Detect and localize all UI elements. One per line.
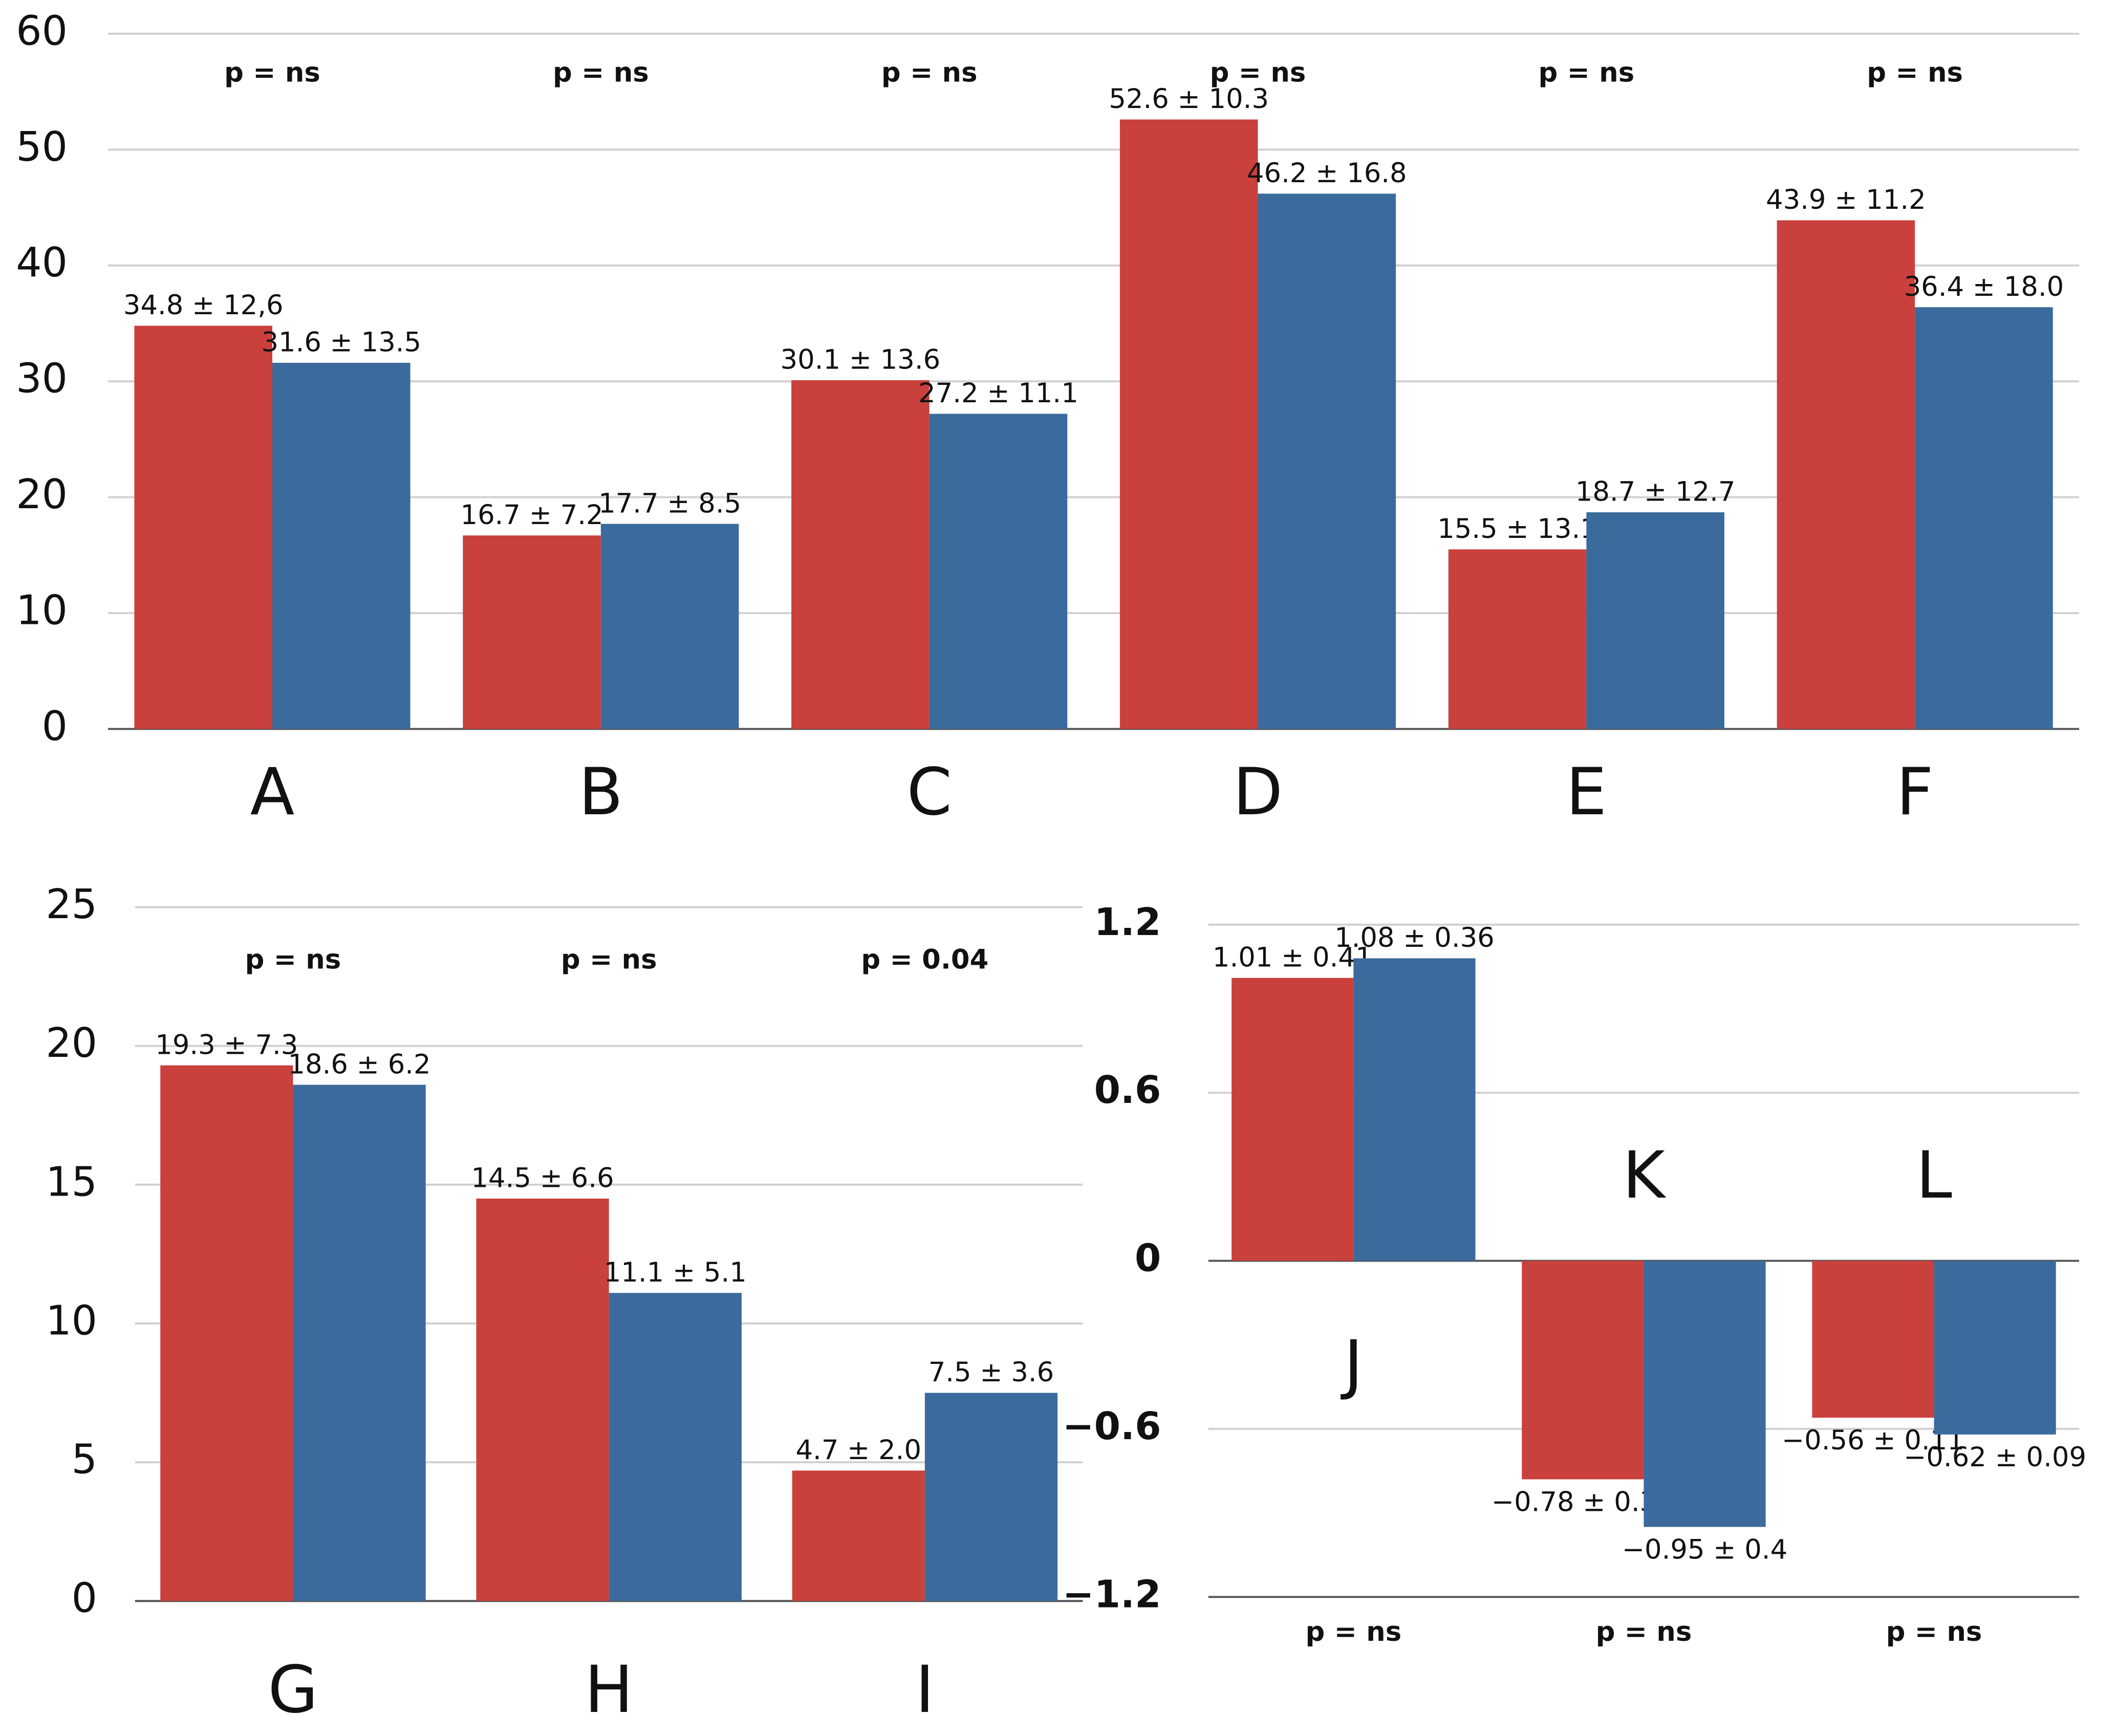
value-label: 46.2 ± 16.8: [1247, 158, 1407, 189]
value-label: 43.9 ± 11.2: [1766, 184, 1926, 215]
bar: [1353, 958, 1476, 1261]
category-label: K: [1623, 1137, 1667, 1213]
bar: [1448, 549, 1587, 729]
bar: [1258, 193, 1396, 729]
value-label: 52.6 ± 10.3: [1109, 83, 1269, 115]
p-value: p = ns: [561, 944, 657, 975]
p-value: p = ns: [1886, 1616, 1982, 1647]
value-label: 27.2 ± 11.1: [918, 378, 1078, 409]
y-tick-label: 30: [16, 355, 68, 402]
value-label: 34.8 ± 12,6: [123, 290, 284, 321]
category-label: H: [585, 1652, 633, 1727]
p-value: p = ns: [1210, 57, 1306, 89]
bar: [924, 1393, 1058, 1601]
y-tick-label: −0.6: [1063, 1404, 1161, 1448]
y-tick-label: 20: [16, 471, 68, 518]
y-tick-label: 0.6: [1094, 1068, 1161, 1112]
p-value: p = ns: [1596, 1616, 1692, 1647]
y-tick-label: 5: [72, 1436, 97, 1483]
category-label: I: [915, 1652, 934, 1727]
y-tick-label: 10: [16, 587, 68, 634]
y-tick-label: 60: [16, 7, 68, 54]
bar: [1119, 119, 1258, 729]
value-label: −0.95 ± 0.4: [1622, 1534, 1787, 1566]
y-tick-label: 20: [46, 1019, 97, 1067]
value-label: 30.1 ± 13.6: [781, 344, 941, 376]
bar: [600, 524, 739, 729]
p-value: p = ns: [1867, 57, 1963, 89]
category-label: J: [1341, 1326, 1363, 1402]
bar: [160, 1065, 293, 1601]
p-value: p = ns: [881, 57, 978, 89]
bar: [1915, 307, 2053, 729]
y-tick-label: 25: [46, 881, 97, 928]
bar: [1812, 1261, 1934, 1418]
p-value: p = ns: [224, 57, 320, 89]
value-label: 18.6 ± 6.2: [288, 1049, 431, 1080]
p-value: p = ns: [553, 57, 649, 89]
value-label: 11.1 ± 5.1: [604, 1257, 747, 1288]
category-label: L: [1916, 1137, 1952, 1213]
p-value: p = ns: [1306, 1616, 1402, 1647]
p-value: p = ns: [1538, 57, 1634, 89]
bar: [476, 1198, 609, 1601]
category-label: B: [578, 754, 623, 830]
bar: [272, 362, 411, 729]
value-label: 36.4 ± 18.0: [1904, 271, 2064, 302]
y-tick-label: 1.2: [1094, 900, 1161, 944]
y-tick-label: 15: [46, 1158, 97, 1205]
bar: [792, 1470, 925, 1601]
value-label: 1.08 ± 0.36: [1334, 922, 1495, 953]
p-value: p = 0.04: [861, 944, 988, 975]
bar: [1522, 1261, 1644, 1480]
category-label: D: [1233, 754, 1283, 830]
y-tick-label: 50: [16, 123, 68, 170]
value-label: 7.5 ± 3.6: [928, 1357, 1054, 1388]
value-label: −0.78 ± 0.39: [1492, 1487, 1674, 1518]
value-label: 14.5 ± 6.6: [471, 1163, 614, 1194]
value-label: 31.6 ± 13.5: [261, 327, 421, 358]
value-label: 19.3 ± 7.3: [155, 1029, 298, 1060]
value-label: 16.7 ± 7.2: [461, 500, 603, 531]
bar: [1232, 978, 1354, 1261]
value-label: −0.56 ± 0.11: [1782, 1425, 1964, 1456]
category-label: F: [1896, 754, 1934, 830]
y-tick-label: −1.2: [1063, 1572, 1161, 1616]
category-label: A: [250, 754, 295, 830]
category-label: E: [1566, 754, 1607, 830]
value-label: 17.7 ± 8.5: [598, 488, 741, 519]
y-tick-label: 40: [16, 239, 68, 286]
value-label: 1.01 ± 0.41: [1213, 942, 1373, 973]
bar: [293, 1084, 426, 1601]
bar: [463, 535, 601, 729]
category-label: G: [268, 1652, 318, 1727]
bar: [609, 1293, 742, 1601]
bar: [1586, 512, 1724, 729]
y-tick-label: 0: [1135, 1236, 1161, 1281]
category-label: C: [906, 754, 952, 830]
y-tick-label: 10: [46, 1297, 97, 1344]
bar: [929, 414, 1068, 729]
p-value: p = ns: [245, 944, 341, 975]
y-tick-label: 0: [72, 1575, 97, 1622]
y-tick-label: 0: [42, 703, 68, 750]
value-label: 4.7 ± 2.0: [796, 1435, 922, 1466]
value-label: −0.62 ± 0.09: [1904, 1442, 2086, 1473]
value-label: 18.7 ± 12.7: [1575, 476, 1736, 508]
bar: [1777, 220, 1915, 729]
bar: [1934, 1261, 2056, 1435]
bar: [134, 326, 273, 729]
bar: [1644, 1261, 1766, 1527]
bar: [791, 380, 930, 729]
value-label: 15.5 ± 13.1: [1437, 513, 1597, 545]
